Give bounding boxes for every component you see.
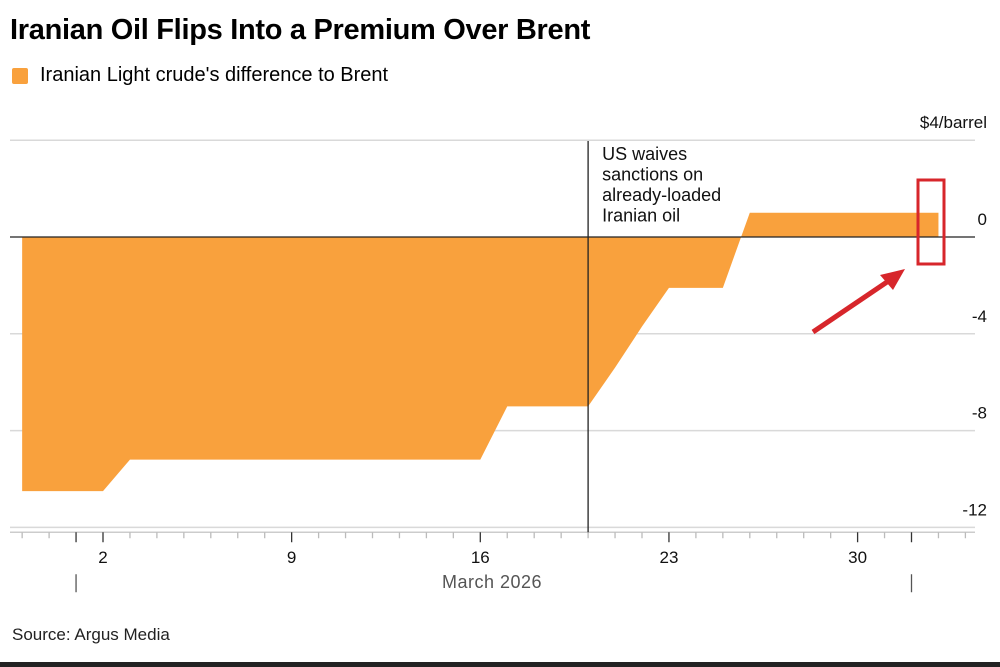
y-tick-label: $4/barrel: [920, 113, 987, 132]
annotation-text: Iranian oil: [602, 206, 680, 226]
x-axis-label: March 2026: [442, 572, 542, 592]
chart-title: Iranian Oil Flips Into a Premium Over Br…: [10, 14, 591, 46]
legend-label: Iranian Light crude's difference to Bren…: [40, 64, 389, 86]
x-tick-label: 30: [848, 548, 867, 567]
area-series: [22, 212, 939, 492]
x-tick-label: 16: [471, 548, 490, 567]
highlight-box: [916, 178, 946, 266]
y-tick-label: 0: [978, 210, 987, 229]
highlight-arrow-shaft: [811, 277, 892, 335]
annotation-text: US waives: [602, 144, 687, 164]
bottom-border: [0, 662, 1000, 667]
legend: Iranian Light crude's difference to Bren…: [12, 64, 388, 87]
y-tick-label: -12: [962, 500, 987, 519]
source-note: Source: Argus Media: [12, 625, 170, 644]
highlight-arrow-head: [880, 269, 905, 290]
x-tick-label: 2: [98, 548, 107, 567]
legend-swatch: [12, 67, 28, 84]
annotation-text: already-loaded: [602, 185, 721, 205]
x-tick-label: 23: [659, 548, 678, 567]
x-tick-label: 9: [287, 548, 296, 567]
y-tick-label: -8: [972, 404, 987, 423]
y-tick-label: -4: [972, 307, 987, 326]
annotation-text: sanctions on: [602, 165, 703, 185]
